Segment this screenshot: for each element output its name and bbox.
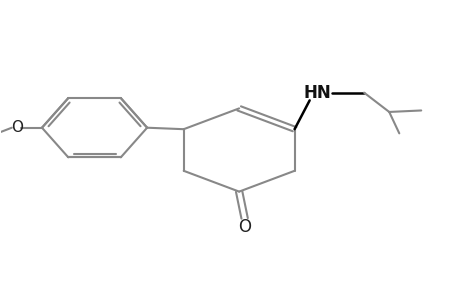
- Text: HN: HN: [303, 84, 330, 102]
- Text: O: O: [11, 120, 23, 135]
- Text: O: O: [238, 218, 251, 236]
